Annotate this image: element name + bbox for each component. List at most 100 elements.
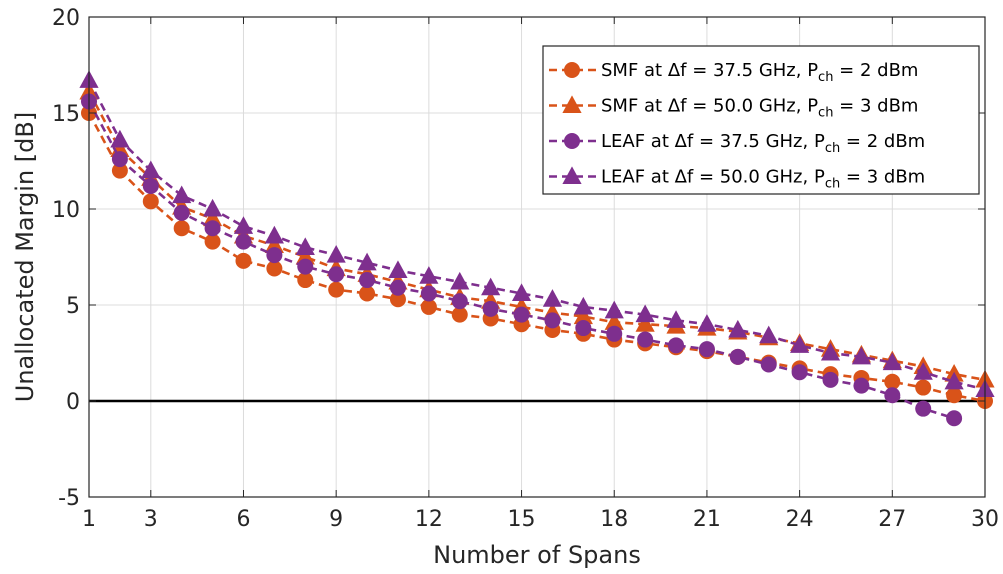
data-point <box>851 346 872 365</box>
x-tick-label: 15 <box>508 507 536 532</box>
legend-item: LEAF at Δf = 37.5 GHz, Pch = 2 dBm <box>549 131 925 156</box>
data-point <box>884 387 901 404</box>
data-point <box>882 352 902 371</box>
data-point <box>511 283 532 302</box>
data-point <box>481 277 501 296</box>
data-point <box>142 193 159 210</box>
data-point <box>235 233 252 250</box>
data-point <box>884 373 901 390</box>
y-axis-label: Unallocated Margin [dB] <box>11 112 39 402</box>
data-point <box>204 233 221 250</box>
data-point <box>760 356 777 373</box>
data-point <box>697 314 717 332</box>
data-point <box>202 208 223 227</box>
data-point <box>111 151 128 168</box>
data-point <box>913 362 933 380</box>
data-point <box>698 341 715 358</box>
data-point <box>295 237 315 255</box>
data-point <box>202 198 223 217</box>
data-point <box>573 296 593 315</box>
series-4 <box>79 70 995 398</box>
data-point <box>915 400 932 417</box>
legend-label: SMF at Δf = 50.0 GHz, Pch = 3 dBm <box>601 96 918 121</box>
legend-item: LEAF at Δf = 50.0 GHz, Pch = 3 dBm <box>549 166 925 192</box>
x-tick-label: 1 <box>82 507 96 532</box>
data-point <box>389 291 406 308</box>
x-tick-label: 18 <box>600 507 628 532</box>
plot-frame <box>88 16 986 498</box>
data-point <box>266 260 283 277</box>
data-point <box>637 331 654 348</box>
y-axis-ticks: -5 0 5 10 15 20 <box>52 6 985 511</box>
data-point <box>328 281 345 298</box>
x-axis-ticks: 1 3 6 9 12 15 18 21 24 27 30 <box>82 17 999 532</box>
legend-label: LEAF at Δf = 50.0 GHz, Pch = 3 dBm <box>601 167 925 192</box>
data-point <box>450 271 470 290</box>
x-tick-label: 9 <box>329 507 343 532</box>
data-point <box>328 266 345 283</box>
data-point <box>264 235 284 254</box>
data-point <box>204 220 221 237</box>
data-point <box>635 304 655 323</box>
legend-swatch-marker <box>562 166 582 185</box>
data-point <box>573 306 593 325</box>
data-point <box>359 285 376 302</box>
x-tick-label: 27 <box>878 507 906 532</box>
legend-item: SMF at Δf = 37.5 GHz, Pch = 2 dBm <box>549 60 918 85</box>
data-point <box>388 260 408 278</box>
data-point <box>357 252 377 271</box>
y-tick-label: 10 <box>52 198 80 223</box>
data-point <box>544 312 561 329</box>
data-point <box>420 285 437 302</box>
data-point <box>513 306 530 323</box>
y-tick-label: 15 <box>52 102 80 127</box>
series-layer <box>79 70 995 427</box>
legend-label: SMF at Δf = 37.5 GHz, Pch = 2 dBm <box>601 60 918 85</box>
data-point <box>666 310 686 328</box>
data-point <box>915 379 932 396</box>
legend: SMF at Δf = 37.5 GHz, Pch = 2 dBm SMF at … <box>542 45 980 195</box>
data-point <box>359 272 376 289</box>
data-point <box>172 185 192 204</box>
legend-swatch-marker <box>564 133 580 149</box>
data-point <box>451 306 468 323</box>
legend-box <box>542 45 980 195</box>
data-point <box>173 220 190 237</box>
data-point <box>604 312 624 330</box>
data-point <box>791 364 808 381</box>
data-point <box>944 371 964 390</box>
data-point <box>266 247 283 264</box>
data-point <box>542 289 563 307</box>
data-point <box>946 410 963 427</box>
y-tick-label: 0 <box>66 390 80 415</box>
data-point <box>110 129 130 148</box>
x-tick-label: 21 <box>693 507 721 532</box>
data-point <box>822 371 839 388</box>
legend-swatch-marker <box>562 95 582 114</box>
x-tick-label: 6 <box>236 507 250 532</box>
data-point <box>853 377 870 394</box>
data-point <box>759 325 779 344</box>
data-point <box>233 216 254 234</box>
data-point <box>482 300 499 317</box>
data-point <box>141 160 161 179</box>
data-point <box>420 298 437 315</box>
legend-item: SMF at Δf = 50.0 GHz, Pch = 3 dBm <box>549 95 918 121</box>
data-point <box>235 252 252 269</box>
data-point <box>575 320 592 337</box>
data-point <box>635 314 655 332</box>
series-line <box>87 100 955 420</box>
data-point <box>728 319 748 338</box>
y-tick-label: -5 <box>58 486 80 511</box>
x-tick-label: 30 <box>971 507 999 532</box>
series-3 <box>81 93 963 427</box>
data-point <box>264 225 284 244</box>
legend-swatch-marker <box>564 62 580 78</box>
data-point <box>297 272 314 289</box>
y-tick-label: 5 <box>66 294 80 319</box>
data-point <box>604 300 624 319</box>
data-point <box>142 177 159 194</box>
y-tick-label: 20 <box>52 6 80 31</box>
x-axis-label: Number of Spans <box>433 541 641 569</box>
data-point <box>946 387 963 404</box>
